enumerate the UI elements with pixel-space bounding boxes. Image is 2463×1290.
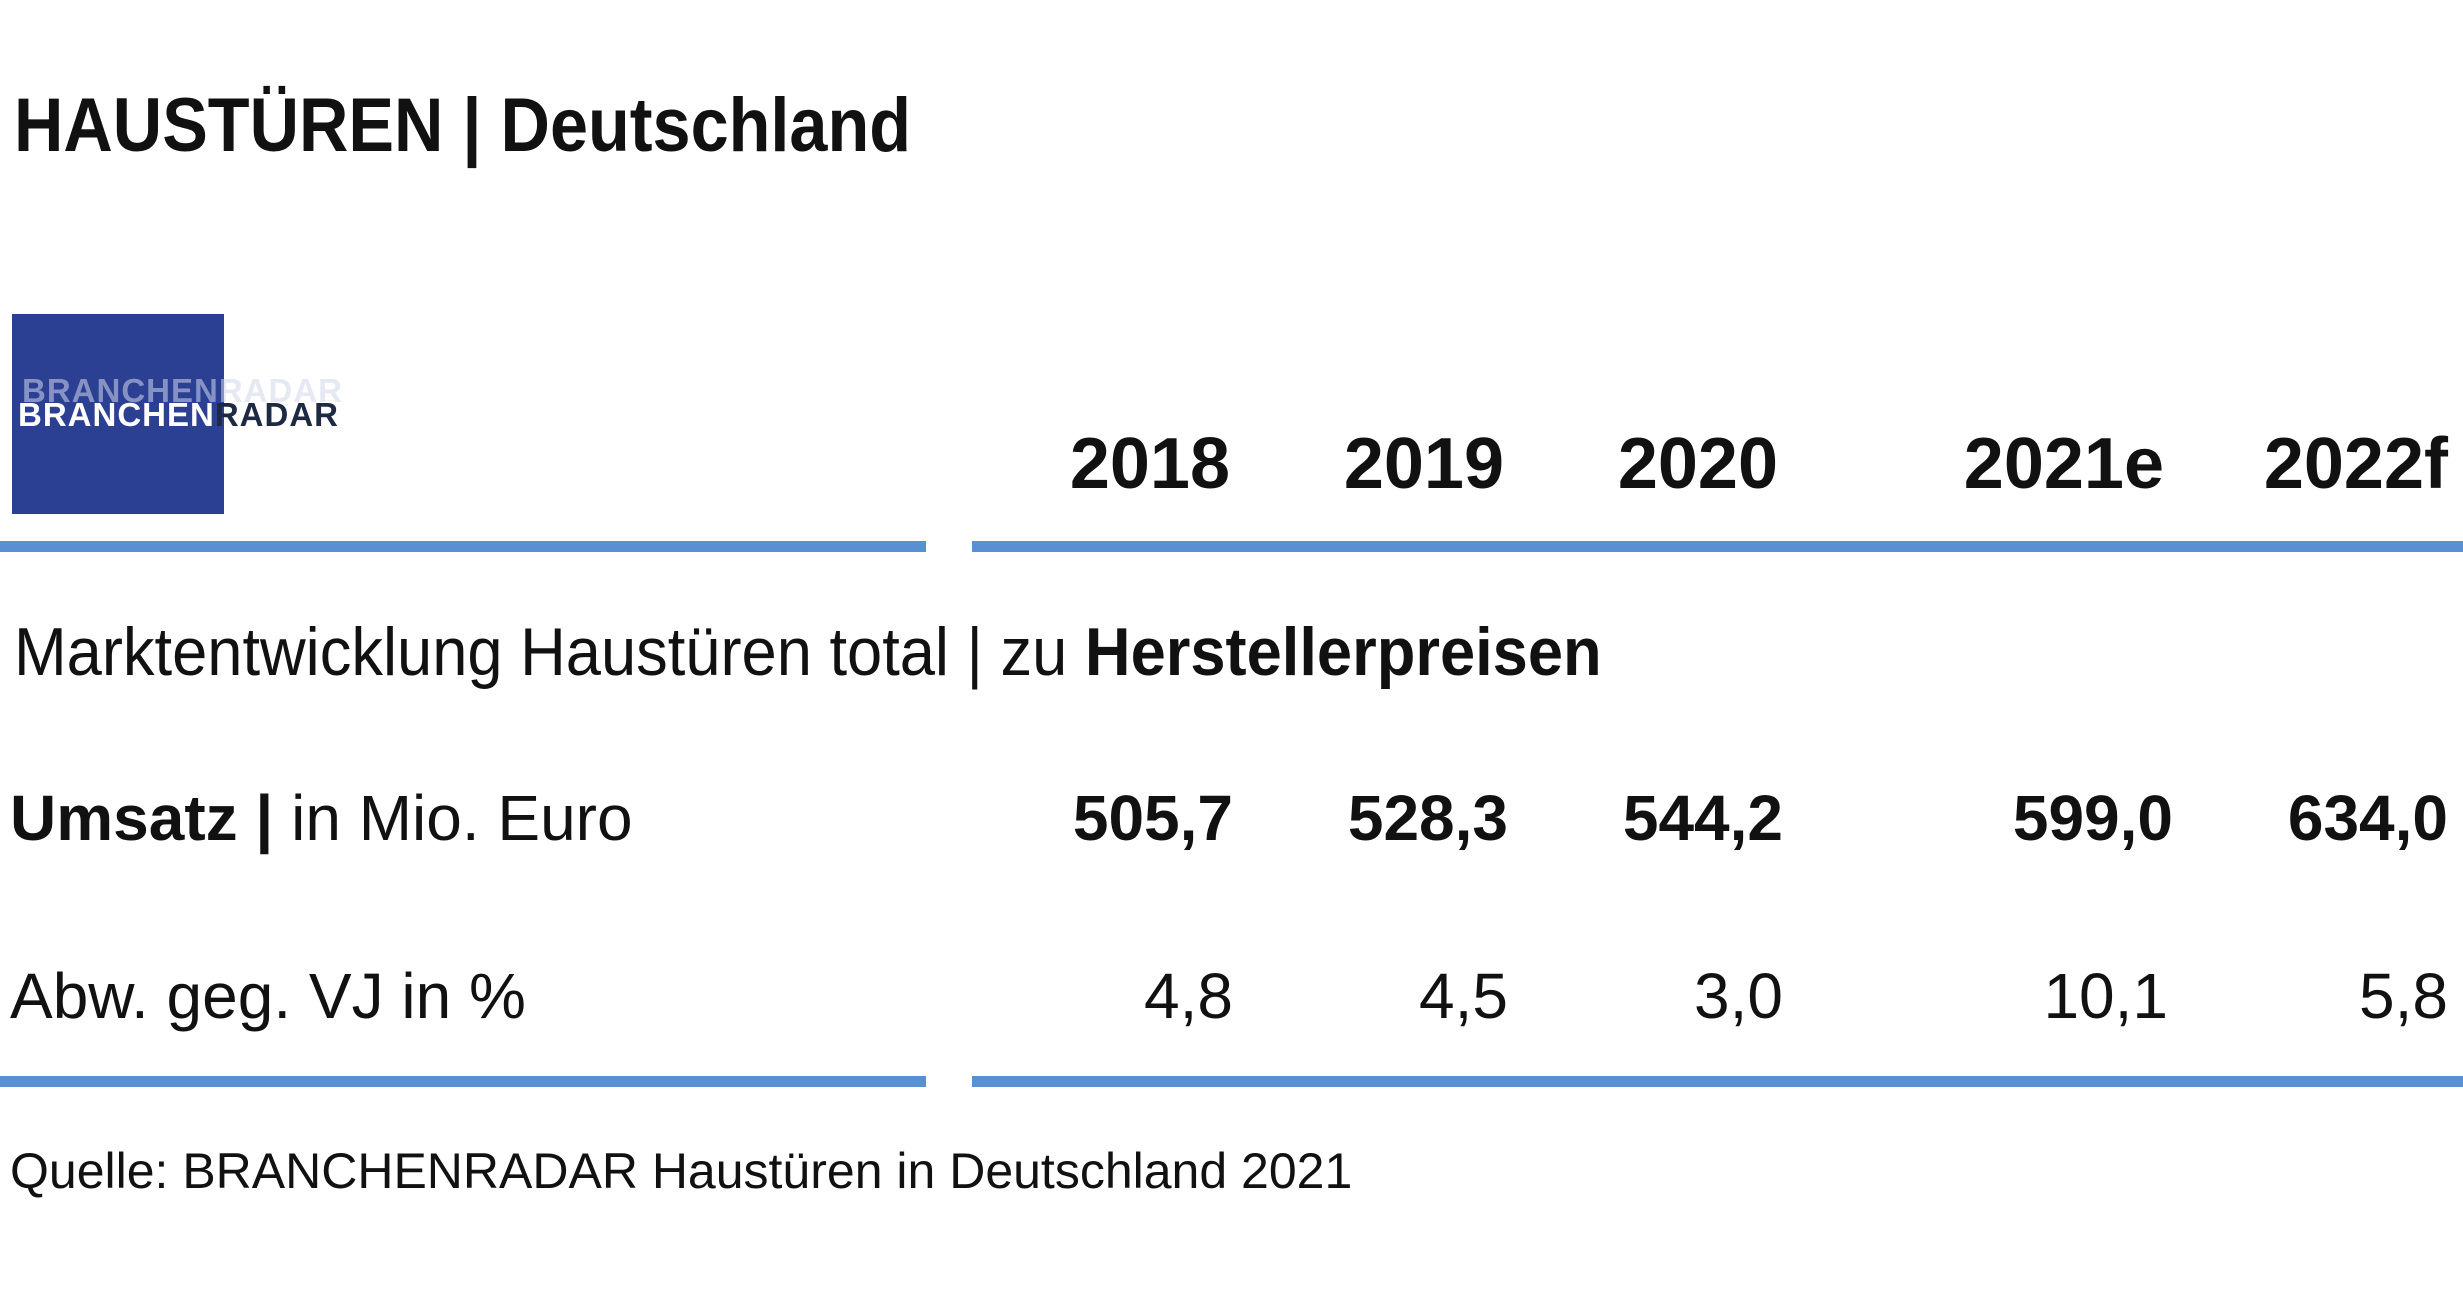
logo-text-part2: RADAR: [214, 396, 340, 433]
source-note: Quelle: BRANCHENRADAR Haustüren in Deuts…: [10, 1143, 1353, 1199]
column-header-2021e: 2021e: [1963, 424, 2164, 504]
branchenradar-logo: BRANCHENRADAR BRANCHENRADAR: [12, 314, 342, 514]
footer-divider-left: [0, 1076, 926, 1087]
subtitle-bold-text: Herstellerpreisen: [1084, 614, 1602, 690]
umsatz-value-2021e: 599,0: [2012, 782, 2173, 854]
abweichung-value-2021e: 10,1: [2043, 960, 2168, 1032]
footer-divider-right: [972, 1076, 2463, 1087]
abweichung-value-2022f: 5,8: [2359, 960, 2448, 1032]
umsatz-value-2022f: 634,0: [2287, 782, 2448, 854]
abweichung-value-2019: 4,5: [1419, 960, 1508, 1032]
table-subtitle: Marktentwicklung Haustüren total | zu He…: [14, 618, 1602, 686]
logo-text: BRANCHENRADAR: [18, 398, 339, 431]
row-label-umsatz-rest: in Mio. Euro: [273, 782, 633, 854]
umsatz-value-2019: 528,3: [1347, 782, 1508, 854]
abweichung-value-2018: 4,8: [1144, 960, 1233, 1032]
umsatz-value-2020: 544,2: [1622, 782, 1783, 854]
logo-ghost-text: BRANCHENRADAR: [22, 372, 343, 409]
column-header-2022f: 2022f: [2263, 424, 2448, 504]
logo-text-part1: BRANCHEN: [18, 396, 215, 433]
row-label-umsatz: Umsatz | in Mio. Euro: [10, 786, 633, 850]
subtitle-text: Marktentwicklung Haustüren total | zu: [14, 614, 1085, 690]
header-divider-left: [0, 541, 926, 552]
row-label-abweichung: Abw. geg. VJ in %: [10, 960, 526, 1032]
umsatz-value-2018: 505,7: [1072, 782, 1233, 854]
header-divider-right: [972, 541, 2463, 552]
column-header-2018: 2018: [1069, 424, 1230, 504]
row-label-umsatz-bold: Umsatz |: [10, 782, 274, 854]
column-header-2020: 2020: [1617, 424, 1778, 504]
page-title: HAUSTÜREN | Deutschland: [14, 83, 912, 168]
abweichung-value-2020: 3,0: [1694, 960, 1783, 1032]
column-header-2019: 2019: [1343, 424, 1504, 504]
